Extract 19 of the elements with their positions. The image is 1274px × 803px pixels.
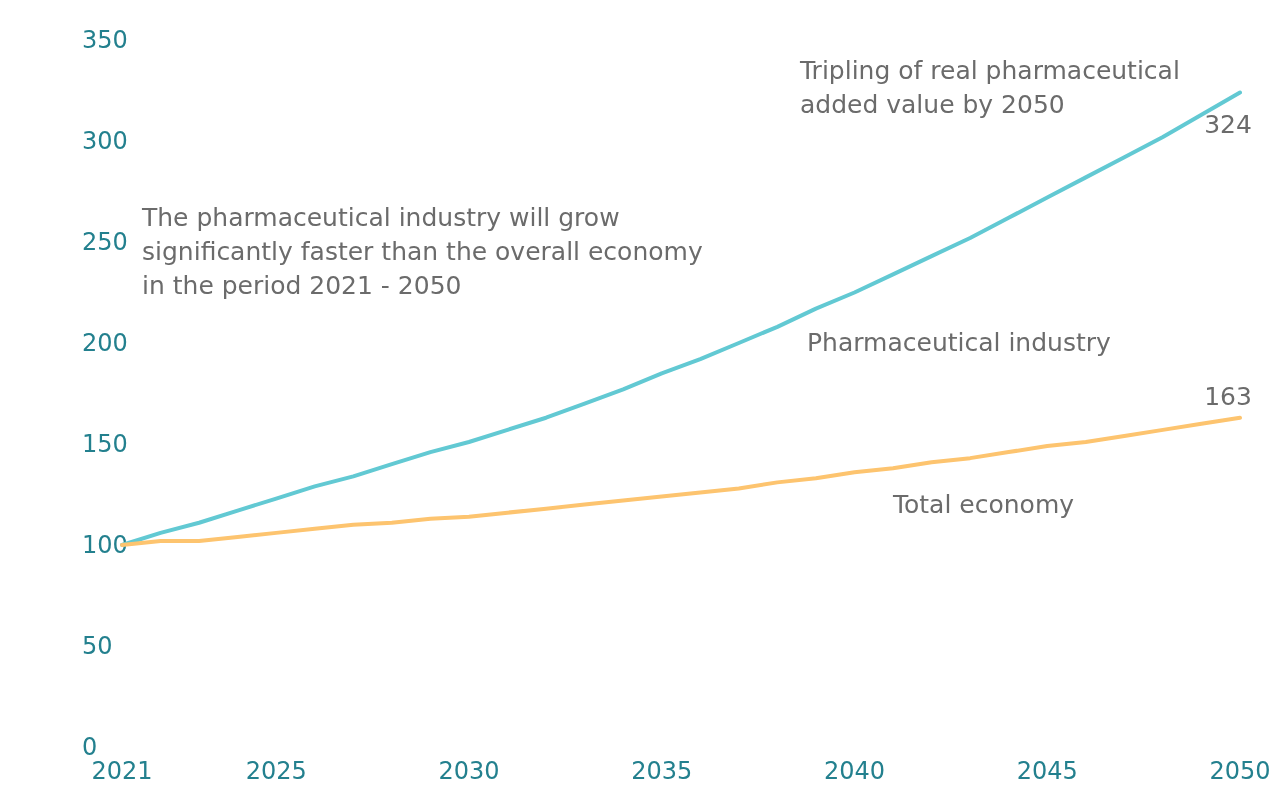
y-tick-label: 350 — [82, 26, 128, 54]
x-tick-label: 2025 — [245, 757, 307, 785]
y-tick-label: 100 — [82, 531, 128, 559]
y-tick-label: 300 — [82, 127, 128, 155]
x-tick-label: 2035 — [631, 757, 693, 785]
y-tick-label: 150 — [82, 430, 128, 458]
y-tick-label: 50 — [82, 632, 113, 660]
annotation: The pharmaceutical industry will grow significantly faster than the overall economy in the period 2021 - 2050 — [141, 202, 703, 300]
x-tick-label: 2045 — [1016, 757, 1078, 785]
y-tick-label: 250 — [82, 228, 128, 256]
x-tick-label: 2050 — [1209, 757, 1271, 785]
x-tick-label: 2040 — [823, 757, 886, 785]
x-tick-label: 2030 — [438, 757, 500, 785]
annotation: Tripling of real pharmaceutical added value by 2050 — [799, 55, 1180, 119]
data-label: 163 — [1204, 381, 1252, 411]
series-label: Pharmaceutical industry — [807, 328, 1112, 357]
series-label: Total economy — [892, 490, 1075, 519]
y-tick-label: 200 — [82, 329, 128, 357]
data-label: 324 — [1204, 109, 1252, 139]
